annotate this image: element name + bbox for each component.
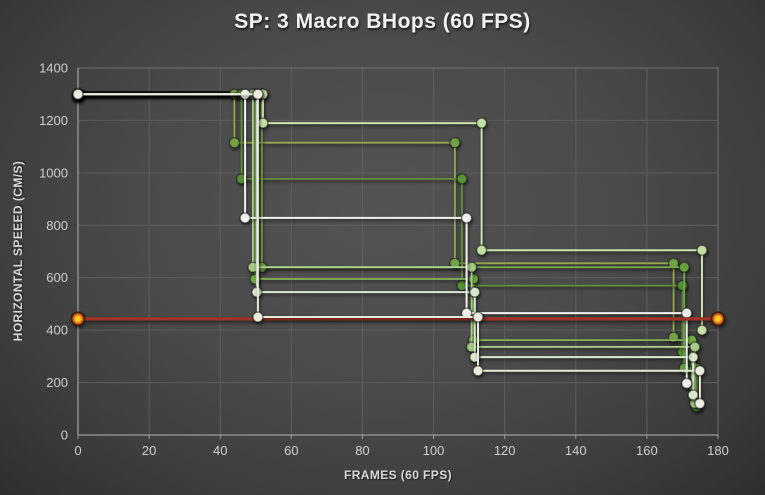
y-tick-label: 200 <box>46 375 68 390</box>
data-point-marker <box>694 397 706 410</box>
data-point-marker <box>472 365 484 377</box>
data-point-marker <box>460 212 473 224</box>
y-tick-label: 600 <box>46 270 68 285</box>
y-axis-title: HORIZONTAL SPEEED (CM/S) <box>11 160 25 342</box>
data-point-marker <box>694 365 706 377</box>
x-axis-title: FRAMES (60 FPS) <box>343 468 452 482</box>
data-point-marker <box>252 311 264 323</box>
hop-run-cream <box>72 88 706 410</box>
data-point-marker <box>235 173 248 185</box>
speed-threshold-line <box>70 311 726 327</box>
chart-title: SP: 3 Macro BHops (60 FPS) <box>234 10 531 33</box>
axes <box>77 67 719 439</box>
data-point-marker <box>678 261 690 273</box>
x-tick-label: 140 <box>565 443 587 458</box>
data-point-marker <box>681 307 693 319</box>
data-point-marker <box>475 117 488 129</box>
data-point-marker <box>696 324 708 336</box>
hop-run-green <box>72 88 698 391</box>
hop-run-pale-green <box>72 88 699 401</box>
data-point-marker <box>449 257 461 269</box>
hop-run-white <box>72 88 693 390</box>
data-point-marker <box>676 279 689 292</box>
x-tick-label: 40 <box>213 443 227 458</box>
data-point-marker <box>465 261 478 273</box>
x-tick-label: 0 <box>74 443 81 458</box>
data-point-marker <box>469 286 481 298</box>
data-point-marker <box>239 212 251 224</box>
hop-run-light-green <box>72 88 708 336</box>
y-tick-label: 1400 <box>39 61 68 76</box>
tick-labels: 0 200 400 600 800 1000 1200 1400 0 20 40 60 80 100 120… <box>39 61 729 459</box>
hop-run-olive <box>72 88 680 343</box>
data-point-marker <box>696 244 708 256</box>
data-point-marker <box>681 377 693 390</box>
y-tick-label: 400 <box>46 323 68 338</box>
y-tick-label: 0 <box>61 428 68 443</box>
data-point-marker <box>667 257 680 269</box>
endpoint-marker <box>714 315 722 323</box>
x-tick-label: 120 <box>494 443 516 458</box>
data-point-marker <box>467 273 480 285</box>
data-point-marker <box>472 311 484 323</box>
data-point-marker <box>456 279 468 292</box>
data-point-marker <box>72 88 84 100</box>
data-point-marker <box>687 351 699 363</box>
x-tick-label: 80 <box>355 443 369 458</box>
data-point-marker <box>475 244 488 256</box>
hop-run-light-green-2 <box>72 88 701 409</box>
y-tick-label: 800 <box>46 218 68 233</box>
data-point-marker <box>449 137 461 149</box>
data-point-marker <box>689 341 701 353</box>
data-point-marker <box>456 173 468 185</box>
data-point-marker <box>251 286 263 298</box>
x-tick-label: 100 <box>423 443 445 458</box>
data-point-marker <box>257 117 269 129</box>
data-point-marker <box>252 88 264 100</box>
data-point-marker <box>687 389 699 401</box>
y-tick-label: 1000 <box>39 165 68 180</box>
x-tick-label: 160 <box>636 443 658 458</box>
endpoint-marker <box>74 315 82 323</box>
x-tick-label: 60 <box>284 443 298 458</box>
y-tick-label: 1200 <box>39 113 68 128</box>
data-point-marker <box>228 137 241 149</box>
x-tick-label: 20 <box>142 443 156 458</box>
x-tick-label: 180 <box>707 443 729 458</box>
